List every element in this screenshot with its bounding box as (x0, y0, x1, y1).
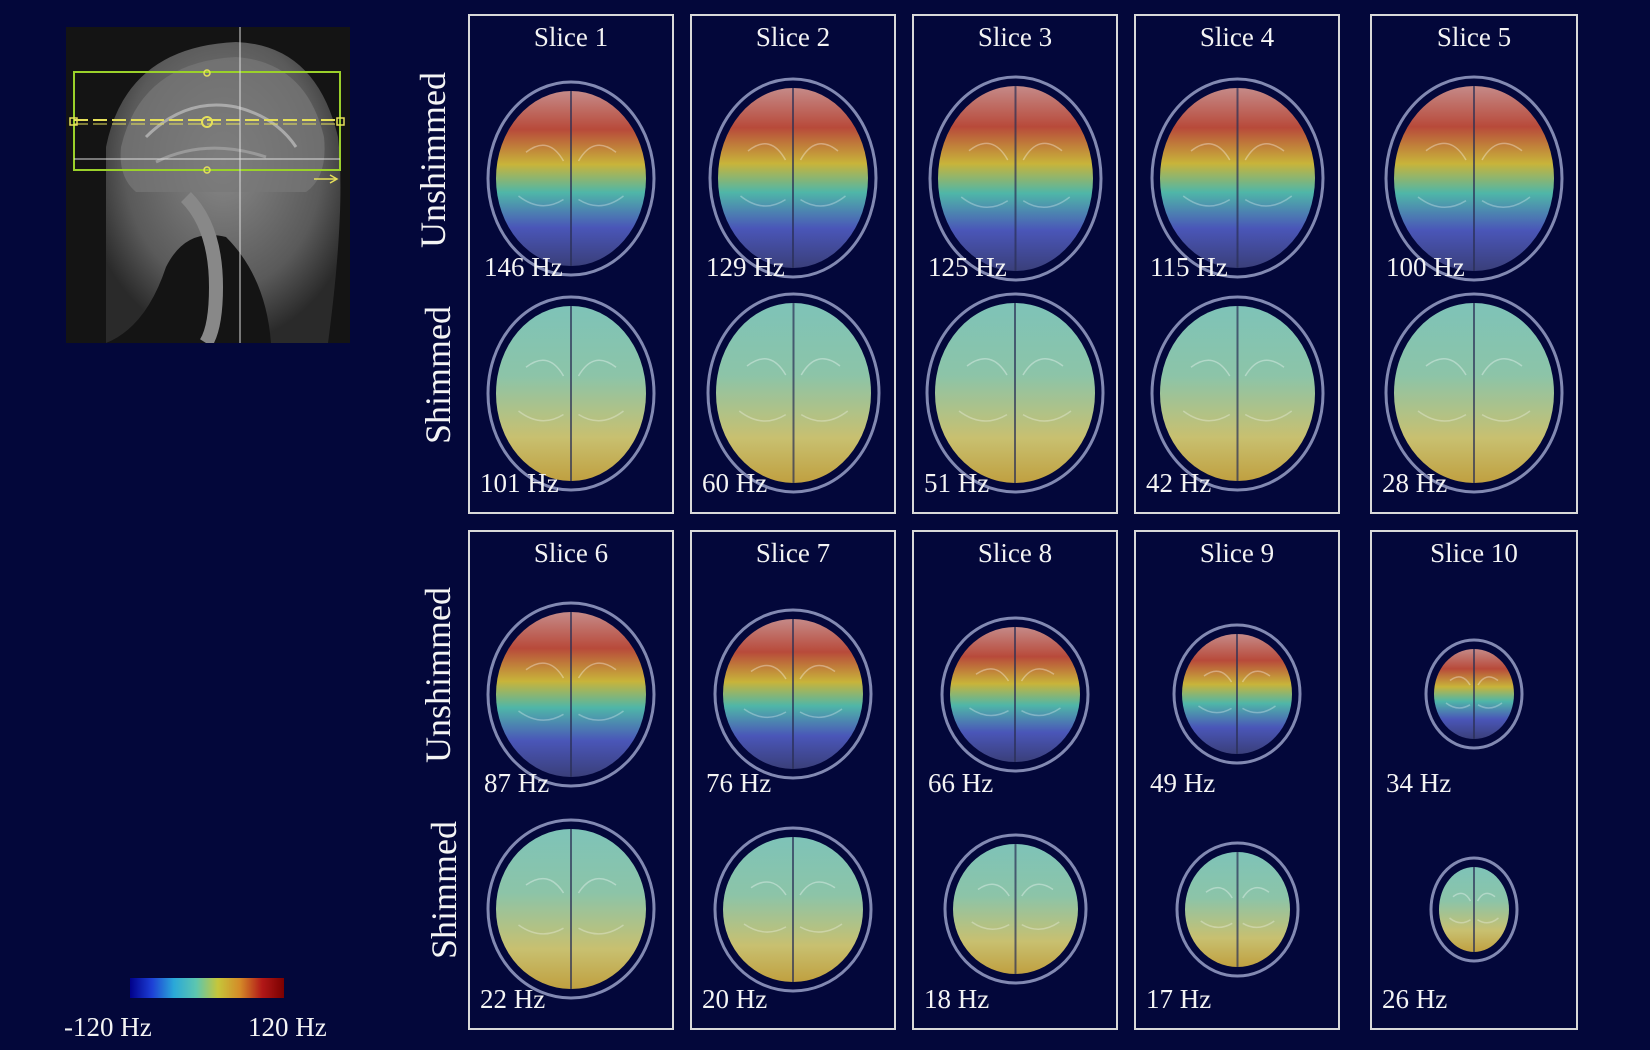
unshimmed-hz-label: 49 Hz (1150, 768, 1216, 798)
shimmed-hz-label: 51 Hz (924, 468, 990, 498)
shimmed-fieldmap-image (692, 825, 894, 994)
unshimmed-fieldmap-image (1372, 74, 1576, 283)
sagittal-localizer-image (66, 27, 350, 343)
slice-panel-4: Slice 4 115 Hz (1134, 14, 1340, 514)
shimmed-hz-label: 42 Hz (1146, 468, 1212, 498)
row-label-unshimmed-bottom: Unshimmed (418, 587, 458, 763)
unshimmed-fieldmap-image (692, 76, 894, 280)
shimmed-fieldmap-image (914, 832, 1116, 986)
frequency-colorbar (130, 978, 284, 998)
shimmed-hz-label: 17 Hz (1146, 984, 1212, 1014)
shimmed-hz-label: 101 Hz (480, 468, 559, 498)
unshimmed-fieldmap-image (470, 79, 672, 278)
colorbar-min-label: -120 Hz (64, 1012, 152, 1042)
unshimmed-hz-label: 87 Hz (484, 768, 550, 798)
unshimmed-fieldmap-image (1136, 76, 1338, 280)
slice-title: Slice 9 (1199, 538, 1275, 568)
unshimmed-hz-label: 146 Hz (484, 252, 563, 282)
unshimmed-fieldmap-image (692, 607, 894, 781)
unshimmed-fieldmap-image (1372, 637, 1576, 751)
slice-panel-6: Slice 6 87 Hz (468, 530, 674, 1030)
row-label-shimmed-top: Shimmed (418, 305, 458, 445)
shimmed-fieldmap-image (1136, 294, 1338, 493)
slice-title: Slice 5 (1436, 22, 1512, 52)
slice-title: Slice 1 (533, 22, 609, 52)
shimmed-fieldmap-image (1372, 855, 1576, 964)
unshimmed-hz-label: 115 Hz (1150, 252, 1228, 282)
unshimmed-hz-label: 129 Hz (706, 252, 785, 282)
slice-title: Slice 7 (755, 538, 831, 568)
unshimmed-fieldmap-image (914, 74, 1116, 283)
unshimmed-hz-label: 125 Hz (928, 252, 1007, 282)
shimmed-fieldmap-image (1372, 291, 1576, 495)
slice-title: Slice 10 (1430, 538, 1518, 568)
unshimmed-hz-label: 100 Hz (1386, 252, 1465, 282)
unshimmed-hz-label: 34 Hz (1386, 768, 1452, 798)
row-label-unshimmed-top: Unshimmed (413, 72, 453, 248)
unshimmed-fieldmap-image (914, 615, 1116, 774)
unshimmed-hz-label: 66 Hz (928, 768, 994, 798)
shimmed-hz-label: 18 Hz (924, 984, 990, 1014)
shimmed-hz-label: 60 Hz (702, 468, 768, 498)
row-label-shimmed-bottom: Shimmed (424, 820, 464, 960)
shimmed-hz-label: 20 Hz (702, 984, 768, 1014)
slice-title: Slice 6 (533, 538, 609, 568)
unshimmed-fieldmap-image (1136, 622, 1338, 766)
slice-panel-2: Slice 2 129 Hz (690, 14, 896, 514)
shimmed-hz-label: 28 Hz (1382, 468, 1448, 498)
unshimmed-fieldmap-image (470, 600, 672, 789)
shimmed-fieldmap-image (1136, 840, 1338, 979)
slice-panel-3: Slice 3 125 Hz (912, 14, 1118, 514)
shimmed-fieldmap-image (914, 291, 1116, 495)
unshimmed-hz-label: 76 Hz (706, 768, 772, 798)
shimmed-hz-label: 26 Hz (1382, 984, 1448, 1014)
slice-panel-10: Slice 10 34 Hz (1370, 530, 1578, 1030)
shimmed-fieldmap-image (470, 817, 672, 1001)
colorbar-max-label: 120 Hz (248, 1012, 327, 1042)
slice-title: Slice 4 (1199, 22, 1275, 52)
slice-title: Slice 8 (977, 538, 1053, 568)
slice-panel-8: Slice 8 66 Hz (912, 530, 1118, 1030)
slice-panel-9: Slice 9 49 Hz (1134, 530, 1340, 1030)
slice-title: Slice 3 (977, 22, 1053, 52)
shimmed-hz-label: 22 Hz (480, 984, 546, 1014)
slice-panel-7: Slice 7 76 Hz (690, 530, 896, 1030)
shimmed-fieldmap-image (692, 291, 894, 495)
slice-panel-5: Slice 5 100 Hz (1370, 14, 1578, 514)
slice-title: Slice 2 (755, 22, 831, 52)
shimmed-fieldmap-image (470, 294, 672, 493)
slice-panel-1: Slice 1 146 Hz (468, 14, 674, 514)
